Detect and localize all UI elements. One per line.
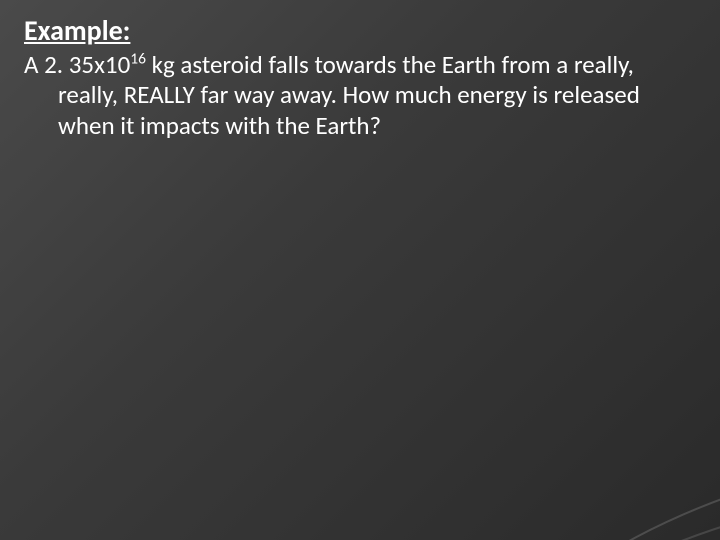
- exponent: 16: [130, 49, 146, 68]
- body-line-2: really, REALLY far way away. How much en…: [24, 80, 692, 111]
- problem-statement: A 2. 35x1016 kg asteroid falls towards t…: [24, 50, 692, 142]
- body-line-3: when it impacts with the Earth?: [24, 111, 692, 142]
- body-line1-prefix: A 2. 35x10: [24, 49, 130, 80]
- example-heading: Example:: [24, 14, 692, 48]
- body-line-1: A 2. 35x1016 kg asteroid falls towards t…: [24, 50, 692, 81]
- corner-swoosh-icon: [520, 340, 720, 540]
- body-line1-suffix: kg asteroid falls towards the Earth from…: [146, 49, 634, 80]
- slide: Example: A 2. 35x1016 kg asteroid falls …: [0, 0, 720, 540]
